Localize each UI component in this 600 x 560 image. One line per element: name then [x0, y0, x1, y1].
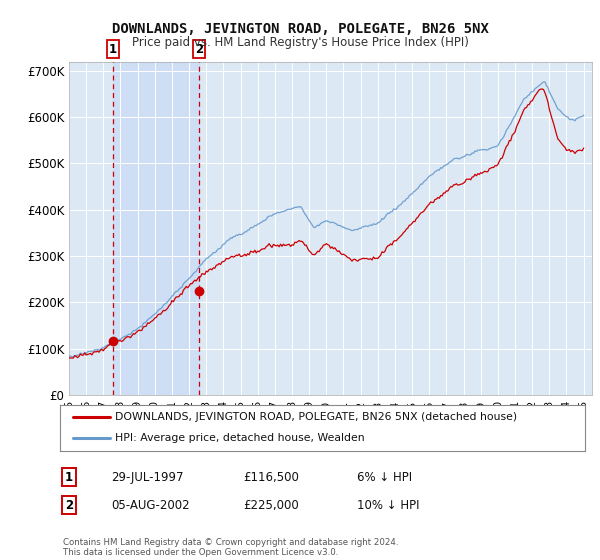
Text: £225,000: £225,000	[243, 498, 299, 512]
Text: 10% ↓ HPI: 10% ↓ HPI	[357, 498, 419, 512]
Text: 29-JUL-1997: 29-JUL-1997	[111, 470, 184, 484]
Text: 6% ↓ HPI: 6% ↓ HPI	[357, 470, 412, 484]
Text: Price paid vs. HM Land Registry's House Price Index (HPI): Price paid vs. HM Land Registry's House …	[131, 36, 469, 49]
Text: 1: 1	[109, 43, 117, 55]
Text: 1: 1	[65, 470, 73, 484]
Text: DOWNLANDS, JEVINGTON ROAD, POLEGATE, BN26 5NX (detached house): DOWNLANDS, JEVINGTON ROAD, POLEGATE, BN2…	[115, 412, 517, 422]
Text: 2: 2	[65, 498, 73, 512]
Text: 2: 2	[195, 43, 203, 55]
Text: £116,500: £116,500	[243, 470, 299, 484]
Bar	[113, 62, 199, 395]
Text: 05-AUG-2002: 05-AUG-2002	[111, 498, 190, 512]
Text: HPI: Average price, detached house, Wealden: HPI: Average price, detached house, Weal…	[115, 433, 365, 444]
Text: Contains HM Land Registry data © Crown copyright and database right 2024.
This d: Contains HM Land Registry data © Crown c…	[63, 538, 398, 557]
Text: DOWNLANDS, JEVINGTON ROAD, POLEGATE, BN26 5NX: DOWNLANDS, JEVINGTON ROAD, POLEGATE, BN2…	[112, 22, 488, 36]
